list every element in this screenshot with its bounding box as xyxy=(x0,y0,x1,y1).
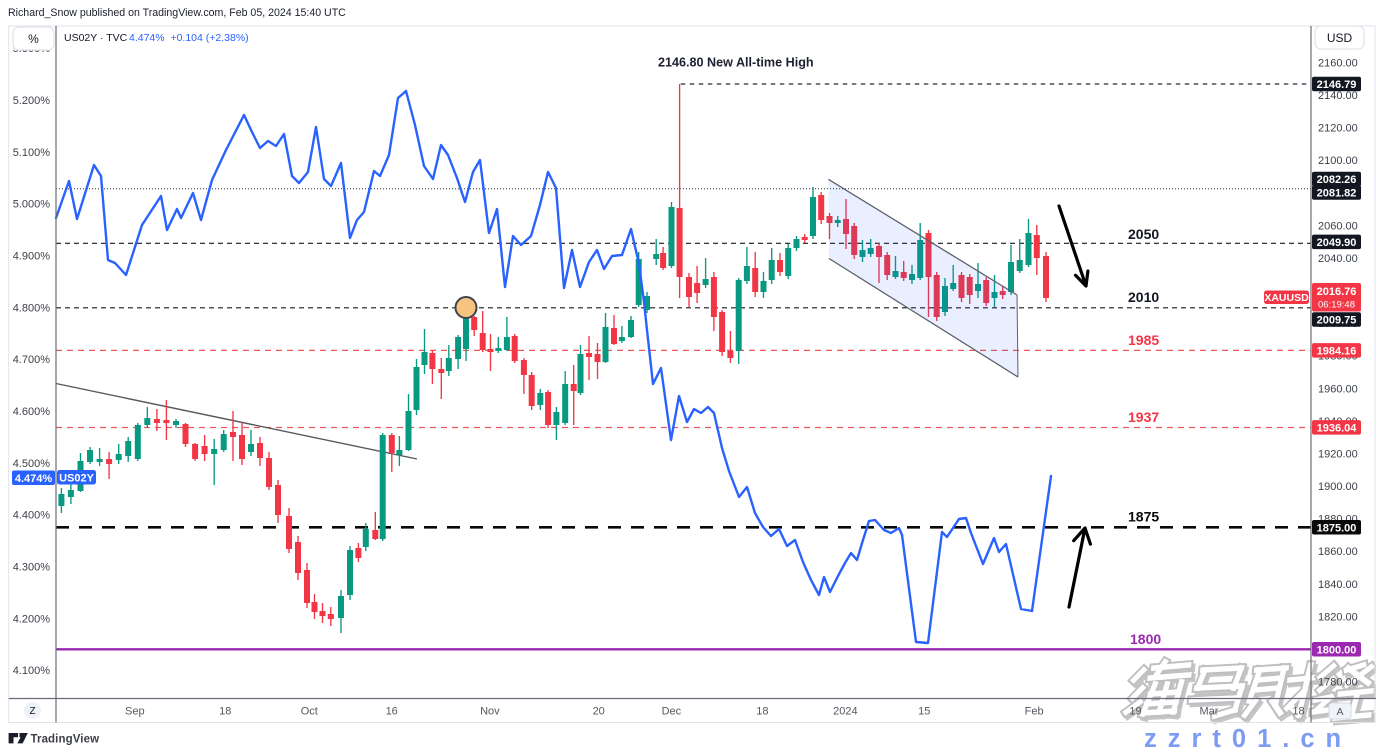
svg-text:USD: USD xyxy=(1327,31,1353,45)
svg-text:2040.00: 2040.00 xyxy=(1318,253,1358,265)
svg-text:5.000%: 5.000% xyxy=(13,199,51,211)
svg-text:18: 18 xyxy=(756,706,768,718)
svg-text:2016.76: 2016.76 xyxy=(1317,286,1357,298)
svg-text:1960.00: 1960.00 xyxy=(1318,383,1358,395)
svg-text:4.474%: 4.474% xyxy=(15,473,53,485)
svg-text:4.100%: 4.100% xyxy=(13,665,51,677)
svg-text:4.500%: 4.500% xyxy=(13,458,51,470)
svg-text:%: % xyxy=(28,32,39,46)
svg-text:Richard_Snow published on Trad: Richard_Snow published on TradingView.co… xyxy=(8,7,346,19)
svg-text:2140.00: 2140.00 xyxy=(1318,90,1358,102)
svg-text:Sep: Sep xyxy=(125,706,145,718)
svg-text:Feb: Feb xyxy=(1025,706,1044,718)
svg-text:4.700%: 4.700% xyxy=(13,354,51,366)
svg-text:1875.00: 1875.00 xyxy=(1317,522,1357,534)
svg-text:XAUUSD: XAUUSD xyxy=(1264,292,1309,304)
svg-text:15: 15 xyxy=(918,706,930,718)
svg-text:4.474% +0.104 (+2.38%): 4.474% +0.104 (+2.38%) xyxy=(129,32,249,44)
svg-text:1920.00: 1920.00 xyxy=(1318,449,1358,461)
svg-text:A: A xyxy=(1336,706,1343,718)
svg-text:2049.90: 2049.90 xyxy=(1317,237,1357,249)
svg-text:2060.00: 2060.00 xyxy=(1318,220,1358,232)
svg-text:2120.00: 2120.00 xyxy=(1318,123,1358,135)
svg-text:1984.16: 1984.16 xyxy=(1317,345,1357,357)
svg-text:1800: 1800 xyxy=(1130,631,1161,647)
svg-text:1780.00: 1780.00 xyxy=(1318,677,1358,689)
svg-text:2050: 2050 xyxy=(1128,226,1159,242)
svg-text:TradingView: TradingView xyxy=(31,734,100,746)
svg-text:1800.00: 1800.00 xyxy=(1317,644,1357,656)
svg-text:Oct: Oct xyxy=(301,706,318,718)
svg-text:18: 18 xyxy=(1292,706,1304,718)
svg-text:zzrt01.cn: zzrt01.cn xyxy=(1144,725,1352,753)
svg-text:1875: 1875 xyxy=(1128,509,1159,525)
svg-text:4.900%: 4.900% xyxy=(13,251,51,263)
svg-text:4.800%: 4.800% xyxy=(13,302,51,314)
svg-text:2082.26: 2082.26 xyxy=(1317,174,1357,186)
svg-text:2081.82: 2081.82 xyxy=(1317,188,1357,200)
svg-text:Dec: Dec xyxy=(662,706,682,718)
svg-text:Mar: Mar xyxy=(1200,706,1219,718)
svg-text:1840.00: 1840.00 xyxy=(1318,579,1358,591)
svg-text:US02Y · TVC: US02Y · TVC xyxy=(64,32,128,44)
svg-text:1820.00: 1820.00 xyxy=(1318,611,1358,623)
svg-text:1936.04: 1936.04 xyxy=(1317,422,1358,434)
svg-text:4.600%: 4.600% xyxy=(13,406,51,418)
svg-text:5.200%: 5.200% xyxy=(13,95,51,107)
svg-text:2024: 2024 xyxy=(833,706,857,718)
svg-text:4.400%: 4.400% xyxy=(13,510,51,522)
svg-text:20: 20 xyxy=(593,706,605,718)
svg-text:06:19:48: 06:19:48 xyxy=(1318,300,1355,311)
svg-text:2146.80 New All-time High: 2146.80 New All-time High xyxy=(658,56,814,70)
svg-text:2100.00: 2100.00 xyxy=(1318,155,1358,167)
svg-text:1937: 1937 xyxy=(1128,409,1159,425)
svg-text:16: 16 xyxy=(386,706,398,718)
svg-text:Z: Z xyxy=(29,706,35,717)
svg-text:4.200%: 4.200% xyxy=(13,613,51,625)
svg-text:18: 18 xyxy=(219,706,231,718)
svg-text:19: 19 xyxy=(1129,706,1141,718)
svg-text:2010: 2010 xyxy=(1128,289,1159,305)
svg-text:Nov: Nov xyxy=(480,706,500,718)
svg-text:2146.79: 2146.79 xyxy=(1317,79,1357,91)
svg-text:4.300%: 4.300% xyxy=(13,562,51,574)
svg-text:2009.75: 2009.75 xyxy=(1317,315,1357,327)
svg-text:1985: 1985 xyxy=(1128,332,1159,348)
svg-text:5.100%: 5.100% xyxy=(13,147,51,159)
svg-text:2160.00: 2160.00 xyxy=(1318,57,1358,69)
svg-text:US02Y: US02Y xyxy=(59,473,95,485)
svg-text:1860.00: 1860.00 xyxy=(1318,546,1358,558)
svg-text:1900.00: 1900.00 xyxy=(1318,481,1358,493)
